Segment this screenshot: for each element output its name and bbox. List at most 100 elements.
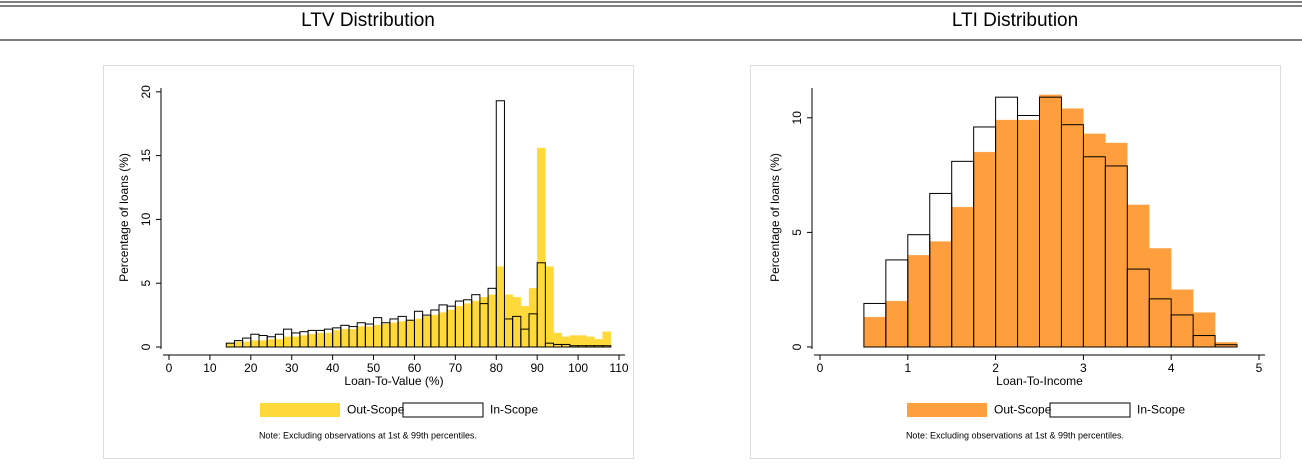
x-tick-label: 3 <box>1080 361 1087 375</box>
legend-label: In-Scope <box>490 403 538 417</box>
legend-label: Out-Scope <box>994 403 1052 417</box>
x-tick-label: 90 <box>531 361 545 375</box>
x-tick-label: 0 <box>166 361 173 375</box>
bar <box>446 309 456 348</box>
bar <box>602 331 612 348</box>
x-axis-label: Loan-To-Value (%) <box>344 374 443 388</box>
bar <box>348 328 358 348</box>
bar <box>1170 289 1194 348</box>
bar <box>356 326 366 348</box>
panel-frame <box>103 65 634 459</box>
x-tick-label: 70 <box>449 361 463 375</box>
bar <box>430 314 440 348</box>
bar <box>405 319 415 348</box>
bar <box>929 241 953 348</box>
bar <box>1192 312 1216 348</box>
y-axis-label: Percentage of loans (%) <box>768 153 782 282</box>
bar <box>973 151 996 348</box>
bar <box>1017 119 1040 348</box>
bar <box>479 296 489 348</box>
bar <box>528 288 538 348</box>
bar-outline <box>536 262 546 348</box>
bar <box>381 323 391 348</box>
bar <box>1105 142 1128 348</box>
x-tick-label: 30 <box>285 361 299 375</box>
bar <box>266 339 276 348</box>
x-axis-label: Loan-To-Income <box>996 374 1083 388</box>
legend-swatch <box>260 403 340 417</box>
bar <box>250 340 260 348</box>
x-tick-label: 0 <box>817 361 824 375</box>
bar-outline <box>1214 344 1238 348</box>
bar <box>332 330 342 348</box>
x-tick-label: 40 <box>326 361 340 375</box>
bar <box>258 340 268 348</box>
bar <box>495 266 505 348</box>
y-tick-label: 5 <box>139 280 153 287</box>
bar <box>307 333 317 348</box>
x-tick-label: 2 <box>992 361 999 375</box>
bar <box>275 339 284 348</box>
bar <box>373 325 383 348</box>
bar <box>471 300 481 348</box>
x-tick-label: 10 <box>203 361 217 375</box>
note: Note: Excluding observations at 1st & 99… <box>259 430 477 440</box>
x-tick-label: 20 <box>244 361 258 375</box>
bar <box>463 303 473 348</box>
x-tick-label: 4 <box>1168 361 1175 375</box>
bar <box>1039 94 1062 348</box>
bar <box>438 312 448 348</box>
bar <box>995 119 1018 348</box>
panel-frame <box>750 65 1281 459</box>
bar-outline <box>1104 165 1128 348</box>
bar <box>234 341 243 348</box>
bar <box>291 336 301 348</box>
bar <box>455 305 464 348</box>
bar-outline <box>1170 314 1194 348</box>
y-tick-label: 10 <box>139 212 153 226</box>
y-tick-label: 0 <box>139 343 153 350</box>
bar <box>536 147 546 348</box>
bar <box>225 342 235 348</box>
legend-swatch <box>1049 402 1131 418</box>
y-tick-label: 0 <box>790 343 804 350</box>
y-tick-label: 15 <box>139 149 153 163</box>
x-tick-label: 100 <box>568 361 588 375</box>
bar <box>1148 248 1172 348</box>
bar <box>512 296 522 348</box>
bar <box>414 318 423 348</box>
legend-swatch <box>402 402 484 418</box>
bar <box>324 332 333 348</box>
bar <box>1127 204 1150 348</box>
bar-outline <box>495 100 505 348</box>
legend-label: Out-Scope <box>347 403 405 417</box>
x-tick-label: 60 <box>408 361 422 375</box>
bar <box>283 336 293 348</box>
x-tick-label: 110 <box>609 361 628 375</box>
x-tick-label: 50 <box>367 361 381 375</box>
bar <box>907 255 931 348</box>
chart-title: LTV Distribution <box>301 10 435 31</box>
bar <box>520 305 530 348</box>
bar <box>885 300 909 348</box>
chart-title: LTI Distribution <box>952 10 1078 31</box>
bar <box>951 206 974 348</box>
y-tick-label: 20 <box>139 85 153 99</box>
bar <box>545 266 554 348</box>
bar <box>299 335 309 348</box>
bar <box>397 321 407 348</box>
bar <box>315 332 325 348</box>
y-axis-label: Percentage of loans (%) <box>117 153 131 282</box>
bar <box>340 328 350 348</box>
x-tick-label: 5 <box>1256 361 1263 375</box>
x-tick-label: 80 <box>490 361 504 375</box>
y-tick-label: 10 <box>790 111 804 125</box>
y-tick-label: 5 <box>790 229 804 236</box>
legend-label: In-Scope <box>1137 403 1185 417</box>
bar <box>561 336 571 348</box>
bar <box>389 322 399 348</box>
note: Note: Excluding observations at 1st & 99… <box>906 430 1124 440</box>
bar <box>242 341 252 348</box>
x-tick-label: 1 <box>904 361 911 375</box>
